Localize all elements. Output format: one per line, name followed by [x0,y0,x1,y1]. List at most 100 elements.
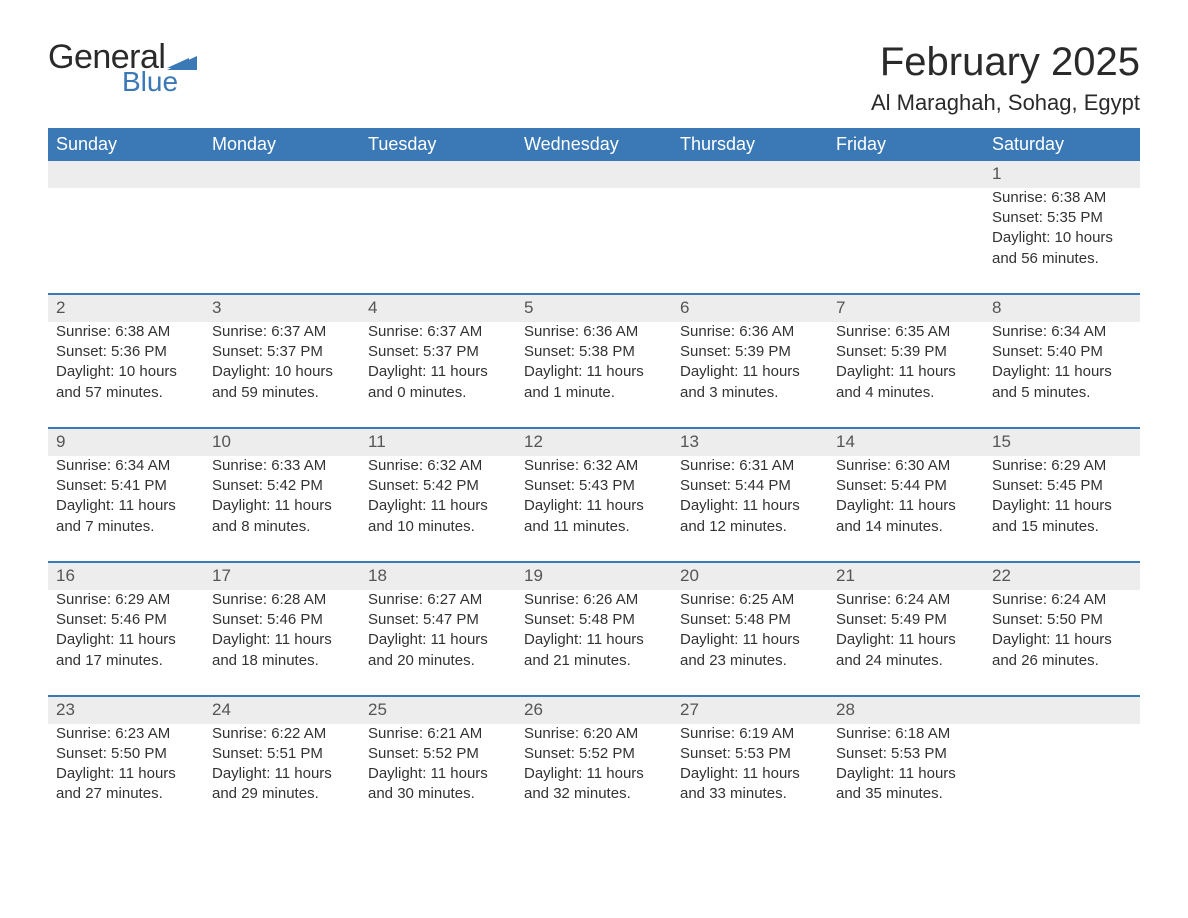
week-row: Sunrise: 6:34 AMSunset: 5:41 PMDaylight:… [48,456,1140,561]
day-number-cell [360,161,516,188]
day-cell: Sunrise: 6:19 AMSunset: 5:53 PMDaylight:… [672,724,828,829]
daylight-text: Daylight: 11 hours and 5 minutes. [992,362,1132,403]
sunset-text: Sunset: 5:39 PM [836,342,976,362]
daylight-text: Daylight: 10 hours and 56 minutes. [992,228,1132,269]
title-block: February 2025 Al Maraghah, Sohag, Egypt [871,40,1140,116]
daylight-text: Daylight: 11 hours and 1 minute. [524,362,664,403]
logo-flag-icon [167,50,197,70]
day-cell: Sunrise: 6:24 AMSunset: 5:50 PMDaylight:… [984,590,1140,695]
day-number-cell [204,161,360,188]
sunset-text: Sunset: 5:48 PM [680,610,820,630]
sunrise-text: Sunrise: 6:38 AM [992,188,1132,208]
sunset-text: Sunset: 5:41 PM [56,476,196,496]
daylight-text: Daylight: 11 hours and 35 minutes. [836,764,976,805]
daynum-row: 16171819202122 [48,563,1140,590]
month-title: February 2025 [871,40,1140,84]
daylight-text: Daylight: 11 hours and 23 minutes. [680,630,820,671]
day-cell: Sunrise: 6:37 AMSunset: 5:37 PMDaylight:… [360,322,516,427]
logo-text-blue: Blue [122,68,197,96]
sunset-text: Sunset: 5:53 PM [836,744,976,764]
daylight-text: Daylight: 11 hours and 18 minutes. [212,630,352,671]
sunrise-text: Sunrise: 6:18 AM [836,724,976,744]
sunrise-text: Sunrise: 6:22 AM [212,724,352,744]
day-number-cell: 5 [516,295,672,322]
sunset-text: Sunset: 5:42 PM [368,476,508,496]
sunset-text: Sunset: 5:50 PM [992,610,1132,630]
daylight-text: Daylight: 11 hours and 0 minutes. [368,362,508,403]
daylight-text: Daylight: 11 hours and 7 minutes. [56,496,196,537]
sunrise-text: Sunrise: 6:26 AM [524,590,664,610]
sunset-text: Sunset: 5:52 PM [368,744,508,764]
day-cell: Sunrise: 6:21 AMSunset: 5:52 PMDaylight:… [360,724,516,829]
day-number-cell: 17 [204,563,360,590]
day-number-cell: 11 [360,429,516,456]
sunrise-text: Sunrise: 6:27 AM [368,590,508,610]
day-number-cell [516,161,672,188]
day-cell [984,724,1140,829]
sunrise-text: Sunrise: 6:30 AM [836,456,976,476]
day-cell: Sunrise: 6:20 AMSunset: 5:52 PMDaylight:… [516,724,672,829]
sunrise-text: Sunrise: 6:32 AM [524,456,664,476]
sunrise-text: Sunrise: 6:28 AM [212,590,352,610]
logo: General Blue [48,40,197,96]
sunset-text: Sunset: 5:40 PM [992,342,1132,362]
day-number-cell [48,161,204,188]
sunset-text: Sunset: 5:47 PM [368,610,508,630]
day-number-cell: 2 [48,295,204,322]
location-text: Al Maraghah, Sohag, Egypt [871,90,1140,116]
day-number-cell: 3 [204,295,360,322]
day-number-cell: 9 [48,429,204,456]
sunset-text: Sunset: 5:39 PM [680,342,820,362]
sunrise-text: Sunrise: 6:21 AM [368,724,508,744]
header: General Blue February 2025 Al Maraghah, … [48,40,1140,116]
day-cell [204,188,360,293]
day-cell [828,188,984,293]
sunset-text: Sunset: 5:44 PM [680,476,820,496]
sunrise-text: Sunrise: 6:31 AM [680,456,820,476]
day-cell [672,188,828,293]
sunset-text: Sunset: 5:37 PM [368,342,508,362]
week-row: Sunrise: 6:38 AMSunset: 5:36 PMDaylight:… [48,322,1140,427]
sunrise-text: Sunrise: 6:23 AM [56,724,196,744]
sunrise-text: Sunrise: 6:37 AM [212,322,352,342]
day-cell: Sunrise: 6:38 AMSunset: 5:35 PMDaylight:… [984,188,1140,293]
daylight-text: Daylight: 11 hours and 32 minutes. [524,764,664,805]
sunset-text: Sunset: 5:46 PM [56,610,196,630]
day-number-cell: 1 [984,161,1140,188]
sunset-text: Sunset: 5:48 PM [524,610,664,630]
sunset-text: Sunset: 5:53 PM [680,744,820,764]
calendar-table: Sunday Monday Tuesday Wednesday Thursday… [48,128,1140,829]
day-cell: Sunrise: 6:30 AMSunset: 5:44 PMDaylight:… [828,456,984,561]
daylight-text: Daylight: 11 hours and 15 minutes. [992,496,1132,537]
sunrise-text: Sunrise: 6:35 AM [836,322,976,342]
daylight-text: Daylight: 11 hours and 24 minutes. [836,630,976,671]
daylight-text: Daylight: 11 hours and 17 minutes. [56,630,196,671]
day-number-cell [984,697,1140,724]
day-number-cell: 20 [672,563,828,590]
day-cell: Sunrise: 6:18 AMSunset: 5:53 PMDaylight:… [828,724,984,829]
sunset-text: Sunset: 5:43 PM [524,476,664,496]
sunset-text: Sunset: 5:37 PM [212,342,352,362]
weekday-thursday: Thursday [672,128,828,161]
day-cell [516,188,672,293]
day-cell: Sunrise: 6:34 AMSunset: 5:40 PMDaylight:… [984,322,1140,427]
day-number-cell: 26 [516,697,672,724]
sunrise-text: Sunrise: 6:24 AM [992,590,1132,610]
day-cell: Sunrise: 6:22 AMSunset: 5:51 PMDaylight:… [204,724,360,829]
daynum-row: 9101112131415 [48,429,1140,456]
day-cell: Sunrise: 6:33 AMSunset: 5:42 PMDaylight:… [204,456,360,561]
sunset-text: Sunset: 5:36 PM [56,342,196,362]
day-cell: Sunrise: 6:25 AMSunset: 5:48 PMDaylight:… [672,590,828,695]
daylight-text: Daylight: 11 hours and 4 minutes. [836,362,976,403]
day-cell [48,188,204,293]
sunrise-text: Sunrise: 6:36 AM [524,322,664,342]
sunrise-text: Sunrise: 6:29 AM [992,456,1132,476]
sunset-text: Sunset: 5:50 PM [56,744,196,764]
sunrise-text: Sunrise: 6:25 AM [680,590,820,610]
day-number-cell: 16 [48,563,204,590]
daylight-text: Daylight: 10 hours and 59 minutes. [212,362,352,403]
day-cell: Sunrise: 6:23 AMSunset: 5:50 PMDaylight:… [48,724,204,829]
day-number-cell: 12 [516,429,672,456]
day-number-cell: 19 [516,563,672,590]
daynum-row: 2345678 [48,295,1140,322]
